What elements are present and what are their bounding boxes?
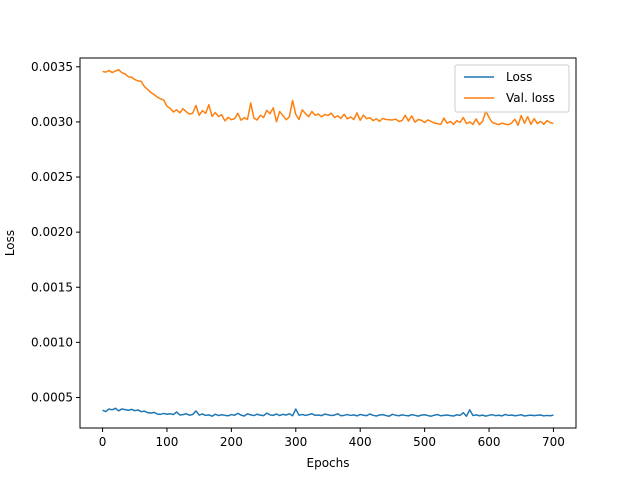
y-tick-label: 0.0015 <box>31 280 73 294</box>
y-tick-label: 0.0035 <box>31 60 73 74</box>
x-tick-label: 100 <box>156 435 179 449</box>
y-tick-label: 0.0030 <box>31 115 73 129</box>
plot-area <box>80 58 576 428</box>
series-layer <box>102 68 554 417</box>
x-tick-label: 300 <box>284 435 307 449</box>
x-tick-label: 600 <box>478 435 501 449</box>
y-tick-label: 0.0020 <box>31 225 73 239</box>
y-tick-label: 0.0025 <box>31 170 73 184</box>
ticks-layer: 0 100 200 300 400 500 600 700 0.0005 0.0010 0.0015… <box>31 60 565 449</box>
legend: Loss Val. loss <box>454 64 570 113</box>
y-axis-title: Loss <box>3 230 17 256</box>
y-tick-label: 0.0005 <box>31 390 73 404</box>
series-line-loss <box>102 407 554 417</box>
x-tick-label: 0 <box>99 435 107 449</box>
legend-label-val-loss: Val. loss <box>506 91 555 105</box>
y-tick-label: 0.0010 <box>31 335 73 349</box>
x-tick-label: 500 <box>413 435 436 449</box>
x-tick-label: 400 <box>349 435 372 449</box>
x-tick-label: 200 <box>220 435 243 449</box>
plot-frame <box>79 57 577 429</box>
x-axis-title: Epochs <box>307 456 350 470</box>
legend-label-loss: Loss <box>506 70 532 84</box>
x-tick-label: 700 <box>542 435 565 449</box>
series-line-val-loss <box>102 68 554 126</box>
